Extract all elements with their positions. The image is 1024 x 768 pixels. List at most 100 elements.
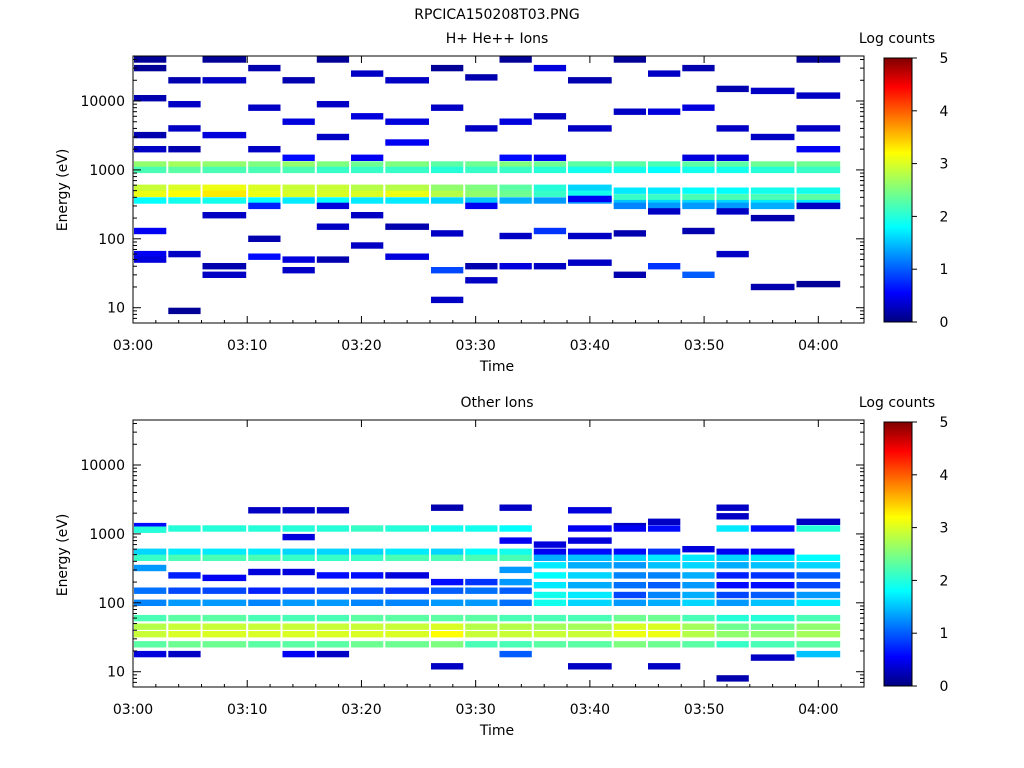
heatmap-cell	[750, 161, 795, 168]
heatmap-cell	[682, 166, 715, 174]
heatmap-cell	[796, 194, 841, 201]
heatmap-cell	[134, 526, 167, 533]
heatmap-cell	[750, 187, 795, 194]
heatmap-cell	[282, 650, 315, 658]
heatmap-cell	[168, 650, 201, 658]
heatmap-cell	[613, 554, 646, 561]
heatmap-cell	[465, 587, 498, 594]
heatmap-cell	[134, 522, 167, 530]
heatmap-cell	[648, 108, 681, 115]
heatmap-cell	[750, 623, 795, 630]
heatmap-cell	[134, 548, 167, 555]
heatmap-cell	[282, 184, 315, 191]
heatmap-cell	[168, 614, 201, 622]
heatmap-cell	[385, 599, 429, 606]
heatmap-cell	[796, 166, 841, 174]
colorbar-tick-label: 3	[940, 521, 949, 537]
heatmap-cell	[648, 631, 681, 638]
heatmap-cell	[613, 56, 646, 63]
heatmap-cell	[682, 554, 715, 561]
heatmap-cell	[248, 525, 281, 532]
heatmap-cell	[431, 197, 464, 204]
heatmap-cell	[682, 227, 715, 235]
heatmap-cell	[750, 194, 795, 201]
heatmap-cell	[282, 256, 315, 263]
heatmap-cell	[716, 548, 749, 555]
heatmap-cell	[533, 166, 567, 174]
heatmap-cell	[796, 562, 841, 569]
heatmap-cell	[134, 146, 167, 153]
heatmap-cell	[202, 212, 247, 219]
heatmap-cell	[750, 591, 795, 599]
heatmap-cell	[168, 525, 201, 532]
y-axis: 10 100 1000 10000	[80, 59, 864, 324]
heatmap-cell	[282, 623, 315, 630]
colorbar-tick-label: 2	[940, 209, 949, 225]
heatmap-cell	[248, 614, 281, 622]
heatmap-cell	[648, 187, 681, 194]
heatmap-cell	[613, 187, 646, 194]
heatmap-cell	[716, 623, 749, 630]
heatmap-cell	[351, 572, 384, 579]
heatmap-cell	[351, 623, 384, 630]
heatmap-cell	[134, 197, 167, 204]
heatmap-cell	[716, 208, 749, 215]
heatmap-cell	[682, 194, 715, 201]
heatmap-cell	[248, 641, 281, 648]
colorbar-ticks: 0 1 2 3 4 5	[912, 51, 949, 331]
y-axis-label: Energy (eV)	[55, 149, 71, 232]
colorbar-tick-label: 2	[940, 573, 949, 589]
heatmap-cell	[533, 591, 567, 599]
heatmap-cell	[316, 599, 350, 606]
heatmap-cell	[316, 256, 350, 263]
heatmap-cell	[134, 564, 167, 572]
heatmap-cell	[465, 578, 498, 586]
heatmap-cell	[613, 562, 646, 569]
y-tick-label: 100	[98, 232, 125, 248]
heatmap-cell	[716, 250, 749, 258]
heatmap-cell	[248, 166, 281, 174]
heatmap-cell	[682, 623, 715, 630]
heatmap-cell	[716, 194, 749, 201]
heatmap-cell	[499, 641, 532, 648]
heatmap-cell	[568, 507, 612, 514]
heatmap-cell	[431, 525, 464, 532]
heatmap-cell	[134, 64, 167, 72]
heatmap-cell	[168, 554, 201, 561]
colorbar-tick-label: 3	[940, 157, 949, 173]
x-tick-label: 03:40	[570, 702, 610, 718]
heatmap-cell	[499, 537, 532, 544]
heatmap-cell	[248, 235, 281, 242]
x-tick-label: 03:00	[113, 338, 153, 354]
heatmap-cell	[248, 64, 281, 72]
heatmap-cell	[682, 104, 715, 111]
heatmap-cell	[351, 587, 384, 594]
heatmap-cell	[568, 554, 612, 561]
heatmap-cell	[682, 599, 715, 606]
heatmap-cell	[648, 70, 681, 77]
y-tick-label: 100	[98, 596, 125, 612]
heatmap-cell	[648, 614, 681, 622]
heatmap-cell	[465, 184, 498, 191]
heatmap-cell	[750, 548, 795, 555]
x-tick-label: 03:20	[341, 338, 381, 354]
x-axis-label: Time	[479, 723, 514, 739]
heatmap-cell	[385, 623, 429, 630]
colorbar-tick-label: 4	[940, 468, 949, 484]
heatmap-cell	[248, 253, 281, 260]
heatmap-cell	[316, 623, 350, 630]
x-axis: 03:00 03:10 03:20 03:30 03:40 03:50 04:00	[113, 56, 842, 354]
heatmap-cell	[682, 631, 715, 638]
heatmap-cell	[682, 271, 715, 278]
heatmap-cell	[613, 202, 646, 210]
heatmap-cell	[533, 227, 567, 235]
heatmap-cell	[385, 614, 429, 622]
plot-title: Other Ions	[460, 395, 533, 411]
heatmap-cell	[499, 587, 532, 594]
heatmap-cell	[431, 641, 464, 648]
heatmap-cell	[796, 525, 841, 532]
heatmap-cell	[648, 591, 681, 599]
y-tick-label: 1000	[89, 163, 125, 179]
heatmap-cell	[431, 614, 464, 622]
